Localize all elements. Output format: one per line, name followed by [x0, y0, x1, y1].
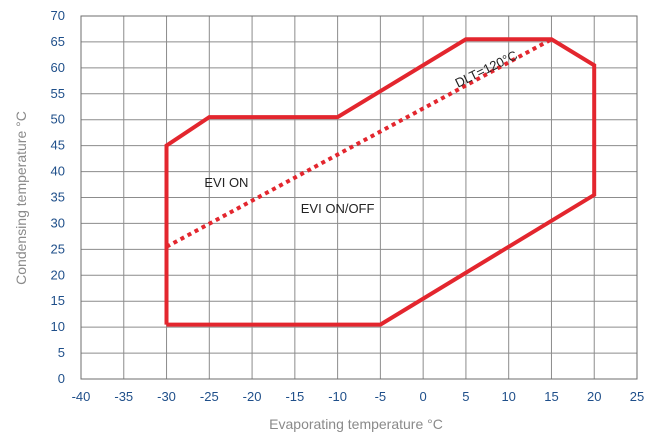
plot-area-frame	[80, 15, 638, 380]
annotation-label: EVI ON	[204, 175, 248, 190]
y-tick-label: 35	[51, 190, 65, 205]
y-tick-label: 55	[51, 86, 65, 101]
x-tick-label: -20	[243, 389, 262, 404]
x-tick-label: -5	[375, 389, 387, 404]
annotation-label: EVI ON/OFF	[301, 201, 375, 216]
x-tick-label: 20	[587, 389, 601, 404]
x-tick-label: 0	[420, 389, 427, 404]
dlt-limit-line	[165, 37, 553, 249]
x-tick-label: -10	[328, 389, 347, 404]
x-axis-title: Evaporating temperature °C	[269, 416, 443, 432]
x-tick-label: 10	[501, 389, 515, 404]
y-tick-label: 5	[58, 345, 65, 360]
y-tick-label: 70	[51, 8, 65, 23]
y-axis-title: Condensing temperature °C	[13, 111, 29, 285]
y-tick-label: 15	[51, 293, 65, 308]
x-tick-label: -25	[200, 389, 219, 404]
y-tick-label: 10	[51, 319, 65, 334]
x-tick-label: -15	[285, 389, 304, 404]
x-tick-label: 25	[630, 389, 644, 404]
y-tick-label: 0	[58, 371, 65, 386]
y-tick-label: 20	[51, 267, 65, 282]
y-tick-label: 45	[51, 138, 65, 153]
y-tick-label: 65	[51, 34, 65, 49]
envelope-boundary-line	[164, 37, 597, 327]
y-tick-label: 40	[51, 164, 65, 179]
annotation-label: DLT=120°C	[453, 47, 520, 90]
x-tick-label: -40	[72, 389, 91, 404]
y-tick-label: 50	[51, 112, 65, 127]
x-tick-label: -35	[114, 389, 133, 404]
y-tick-label: 60	[51, 60, 65, 75]
x-tick-label: 5	[462, 389, 469, 404]
x-tick-label: -30	[157, 389, 176, 404]
x-tick-label: 15	[544, 389, 558, 404]
y-tick-label: 30	[51, 215, 65, 230]
y-tick-label: 25	[51, 241, 65, 256]
